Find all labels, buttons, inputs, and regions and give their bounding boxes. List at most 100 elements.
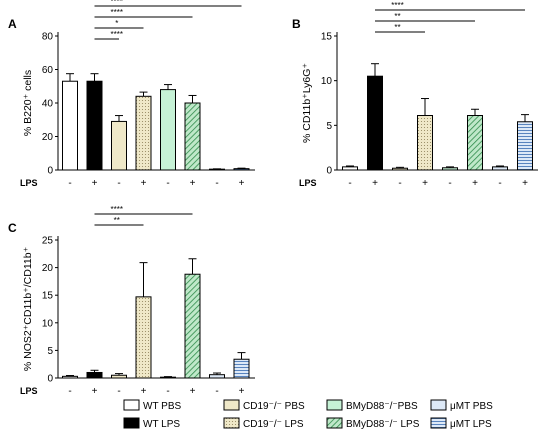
legend-item-bmyd_lps: BMyD88⁻/⁻ LPS bbox=[326, 417, 420, 430]
treatment-sign: + bbox=[190, 178, 196, 189]
bar-mumt_pbs bbox=[209, 168, 225, 171]
treatment-sign: + bbox=[239, 178, 245, 189]
treatment-sign: - bbox=[215, 178, 218, 189]
treatment-label: LPS bbox=[299, 178, 317, 188]
treatment-sign: + bbox=[190, 386, 196, 397]
y-tick-label: 15 bbox=[42, 291, 54, 302]
bar-wt_lps bbox=[86, 80, 103, 171]
treatment-sign: + bbox=[141, 178, 147, 189]
y-axis-label: % NOS2⁺CD11b⁺/CD11b⁺ bbox=[22, 247, 34, 371]
legend-label: μMT LPS bbox=[450, 419, 492, 430]
bar-bmyd_lps bbox=[184, 273, 201, 379]
legend-label: WT PBS bbox=[143, 401, 181, 412]
legend-swatch bbox=[223, 417, 240, 429]
legend-item-cd19_lps: CD19⁻/⁻ LPS bbox=[223, 417, 304, 430]
bar-mumt_lps bbox=[517, 121, 533, 171]
y-tick-label: 15 bbox=[321, 32, 333, 43]
bar-bmyd_pbs bbox=[160, 376, 176, 379]
legend-label: μMT PBS bbox=[450, 401, 493, 412]
significance-label: ** bbox=[394, 12, 400, 21]
legend-label: BMyD88⁻/⁻ LPS bbox=[346, 419, 420, 430]
significance-label: **** bbox=[111, 30, 123, 39]
legend-swatch bbox=[123, 399, 140, 411]
bar-mumt_pbs bbox=[492, 166, 508, 171]
treatment-sign: + bbox=[92, 178, 98, 189]
bar-mumt_pbs bbox=[209, 374, 225, 379]
significance-label: **** bbox=[111, 8, 123, 17]
bar-bmyd_pbs bbox=[160, 89, 176, 171]
treatment-label: LPS bbox=[20, 178, 38, 188]
y-axis-label: % CD11b⁺Ly6G⁺ bbox=[301, 63, 313, 143]
significance-label: **** bbox=[111, 0, 123, 6]
treatment-sign: + bbox=[372, 178, 378, 189]
legend-label: CD19⁻/⁻ PBS bbox=[243, 401, 305, 412]
significance-label: **** bbox=[111, 205, 123, 214]
significance-label: * bbox=[115, 19, 118, 28]
treatment-sign: + bbox=[141, 386, 147, 397]
legend-swatch bbox=[123, 417, 140, 429]
y-tick-label: 5 bbox=[326, 121, 332, 132]
y-tick-label: 0 bbox=[47, 166, 53, 177]
treatment-sign: - bbox=[348, 178, 351, 189]
bar-cd19_pbs bbox=[392, 167, 408, 171]
treatment-sign: - bbox=[448, 178, 451, 189]
treatment-sign: - bbox=[166, 386, 169, 397]
y-tick-label: 10 bbox=[42, 318, 54, 329]
treatment-sign: - bbox=[117, 386, 120, 397]
panel-letter: B bbox=[292, 17, 301, 31]
y-tick-label: 10 bbox=[321, 76, 333, 87]
bar-cd19_lps bbox=[135, 95, 152, 171]
treatment-sign: - bbox=[398, 178, 401, 189]
bar-mumt_lps bbox=[233, 358, 250, 379]
legend-item-cd19_pbs: CD19⁻/⁻ PBS bbox=[223, 399, 305, 412]
legend-label: BMyD88⁻/⁻PBS bbox=[346, 401, 418, 412]
legend-swatch bbox=[430, 417, 447, 429]
legend-item-wt_pbs: WT PBS bbox=[123, 399, 181, 412]
treatment-sign: - bbox=[498, 178, 501, 189]
y-tick-label: 0 bbox=[326, 166, 332, 177]
legend-label: WT LPS bbox=[143, 419, 180, 430]
treatment-sign: + bbox=[92, 386, 98, 397]
legend-item-mumt_pbs: μMT PBS bbox=[430, 399, 493, 412]
bar-bmyd_lps bbox=[184, 102, 201, 171]
treatment-sign: - bbox=[166, 178, 169, 189]
legend-label: CD19⁻/⁻ LPS bbox=[243, 419, 304, 430]
panel-letter: A bbox=[8, 17, 17, 31]
treatment-sign: - bbox=[117, 178, 120, 189]
bar-cd19_pbs bbox=[111, 374, 127, 379]
panel-letter: C bbox=[8, 221, 17, 235]
significance-label: ** bbox=[394, 23, 400, 32]
y-tick-label: 60 bbox=[42, 65, 54, 76]
legend: WT PBS WT LPS CD19⁻/⁻ PBS CD19⁻/⁻ LPS BMyD88… bbox=[123, 399, 493, 430]
legend-item-wt_lps: WT LPS bbox=[123, 417, 180, 430]
y-tick-label: 80 bbox=[42, 32, 54, 43]
bar-wt_pbs bbox=[62, 375, 78, 379]
legend-swatch bbox=[326, 399, 343, 411]
y-tick-label: 20 bbox=[42, 263, 54, 274]
legend-item-bmyd_pbs: BMyD88⁻/⁻PBS bbox=[326, 399, 418, 412]
treatment-sign: + bbox=[422, 178, 428, 189]
legend-item-mumt_lps: μMT LPS bbox=[430, 417, 492, 430]
legend-swatch bbox=[430, 399, 447, 411]
bar-mumt_lps bbox=[233, 168, 250, 171]
y-tick-label: 25 bbox=[42, 236, 54, 247]
bar-wt_pbs bbox=[62, 80, 78, 171]
bar-cd19_lps bbox=[417, 115, 433, 171]
y-tick-label: 5 bbox=[47, 346, 53, 357]
bar-bmyd_pbs bbox=[442, 167, 458, 171]
legend-swatch bbox=[326, 417, 343, 429]
y-tick-label: 0 bbox=[47, 374, 53, 385]
significance-label: ** bbox=[114, 216, 120, 225]
bar-wt_lps bbox=[367, 75, 383, 171]
treatment-sign: - bbox=[68, 386, 71, 397]
bar-wt_lps bbox=[86, 371, 103, 379]
treatment-label: LPS bbox=[20, 386, 38, 396]
significance-label: **** bbox=[391, 1, 403, 10]
treatment-sign: + bbox=[522, 178, 528, 189]
panel-C: C 0 5 10 15 20 25 % NOS2⁺CD11b⁺/CD11b⁺ LPS - + - + - +… bbox=[8, 205, 255, 397]
legend-swatch bbox=[223, 399, 240, 411]
bar-cd19_pbs bbox=[111, 120, 127, 171]
y-tick-label: 20 bbox=[42, 132, 54, 143]
